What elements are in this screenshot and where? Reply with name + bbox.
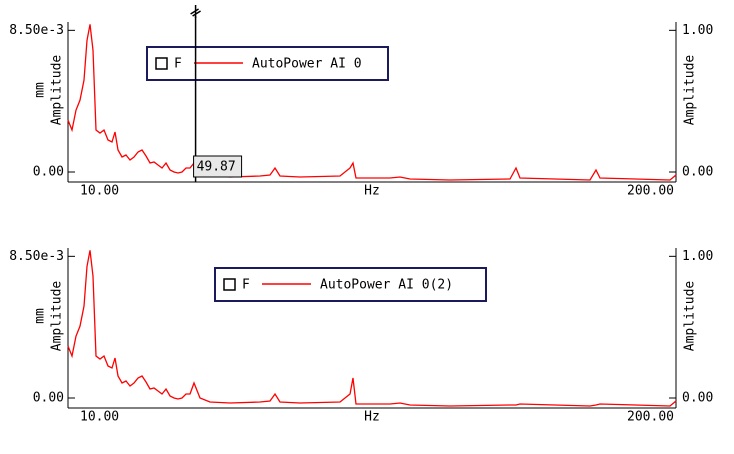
y-unit: mm bbox=[33, 82, 48, 98]
x-tick-label: 200.00 bbox=[627, 410, 674, 425]
y-axis-label: Amplitude bbox=[50, 55, 65, 126]
y2-tick-label: 0.00 bbox=[682, 164, 713, 179]
legend-box bbox=[214, 267, 487, 302]
y2-tick-label: 1.00 bbox=[682, 249, 713, 264]
y-unit: mm bbox=[33, 308, 48, 324]
legend-label: AutoPower AI 0(2) bbox=[320, 278, 453, 293]
series-line bbox=[67, 24, 677, 181]
x-tick-label: 200.00 bbox=[627, 184, 674, 199]
y-tick-label: 8.50e-3 bbox=[9, 249, 64, 264]
y-axis-label: Amplitude bbox=[50, 281, 65, 352]
x-axis-label: Hz bbox=[364, 410, 380, 425]
legend-label: AutoPower AI 0 bbox=[252, 57, 362, 72]
legend-box bbox=[146, 46, 389, 81]
legend-checkbox-label: F bbox=[242, 278, 250, 293]
legend-checkbox-label: F bbox=[174, 57, 182, 72]
x-tick-label: 10.00 bbox=[80, 184, 119, 199]
cursor-label-box bbox=[193, 155, 243, 178]
y-tick-label: 0.00 bbox=[33, 165, 64, 180]
y2-tick-label: 0.00 bbox=[682, 390, 713, 405]
series-line bbox=[67, 250, 677, 407]
y2-tick-label: 1.00 bbox=[682, 23, 713, 38]
x-axis-label: Hz bbox=[364, 184, 380, 199]
y2-axis-label: Amplitude bbox=[683, 55, 698, 126]
legend-checkbox bbox=[223, 278, 236, 291]
cursor-label: 49.87 bbox=[197, 160, 236, 175]
y2-axis-label: Amplitude bbox=[683, 281, 698, 352]
legend-checkbox bbox=[155, 57, 168, 70]
x-tick-label: 10.00 bbox=[80, 410, 119, 425]
y-tick-label: 0.00 bbox=[33, 391, 64, 406]
cursor-handle bbox=[190, 5, 201, 18]
y-tick-label: 8.50e-3 bbox=[9, 23, 64, 38]
